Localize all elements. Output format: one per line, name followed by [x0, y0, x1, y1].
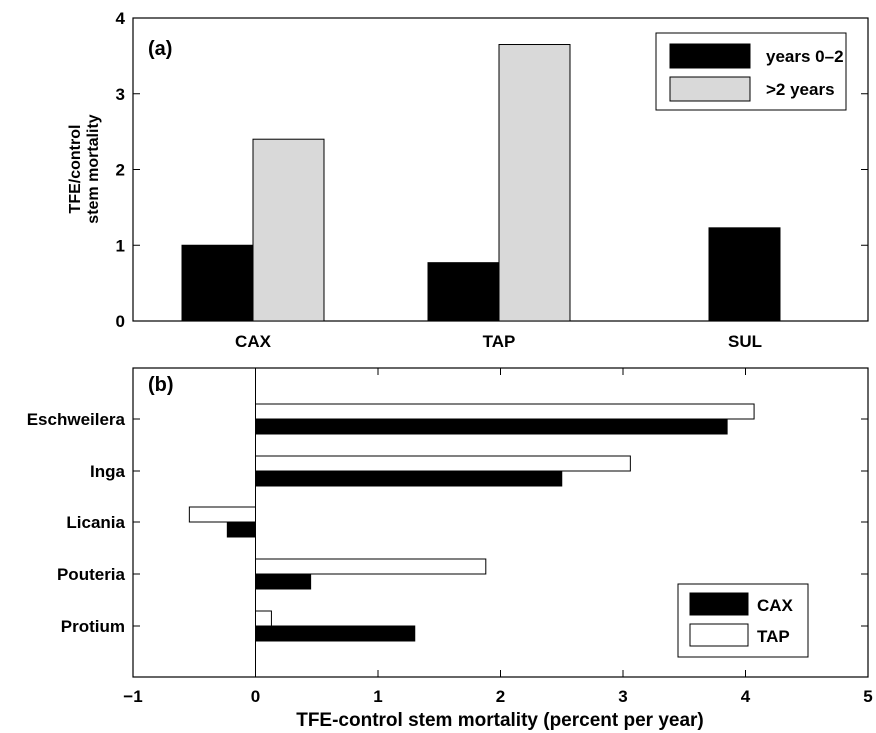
bar-eschweilera-cax: [255, 418, 728, 435]
y-tick-label: 1: [116, 236, 125, 255]
x-tick-label: 1: [373, 687, 382, 706]
x-tick-label: 3: [618, 687, 627, 706]
x-axis-label: TFE-control stem mortality (percent per …: [296, 710, 704, 731]
bar-inga-cax: [255, 470, 563, 487]
x-tick-label: 5: [863, 687, 872, 706]
legend-label: CAX: [757, 596, 794, 615]
panel-b: −1 0 1 2 3 4 5 Eschweilera Inga Licania Pouteria Pr…: [27, 367, 873, 731]
y-axis-label: TFE/controlstem mortality: [67, 114, 102, 223]
y-tick-label: Inga: [90, 462, 125, 481]
legend-label: >2 years: [766, 80, 835, 99]
y-tick-label: 3: [116, 85, 125, 104]
panel-label-a: (a): [148, 38, 172, 60]
y-tick-label: 4: [116, 9, 126, 28]
bar-pouteria-cax: [255, 573, 312, 590]
y-tick-label: Protium: [61, 617, 125, 636]
bar-cax-s1: [252, 138, 325, 322]
x-tick-label: 4: [741, 687, 751, 706]
bar-tap-s1: [498, 44, 571, 322]
legend-swatch: [689, 623, 749, 647]
panel-a: 0 1 2 3 4 CAX TAP SUL (a) TFE/controlstem mortali…: [67, 9, 869, 351]
legend-label: TAP: [757, 627, 790, 646]
legend-label: years 0–2: [766, 47, 844, 66]
x-tick-label: 2: [496, 687, 505, 706]
y-tick-label: 0: [116, 312, 125, 331]
y-tick-label: Eschweilera: [27, 410, 126, 429]
bar-sul-s0: [708, 227, 781, 322]
x-tick-label: CAX: [235, 332, 272, 351]
bar-licania-cax: [226, 521, 256, 538]
y-tick-label: Pouteria: [57, 565, 126, 584]
bar-licania-tap: [188, 506, 257, 523]
x-tick-label: 0: [251, 687, 260, 706]
y-axis-label-line: stem mortality: [85, 114, 102, 223]
bar-tap-s0: [427, 262, 500, 322]
panel-label-b: (b): [148, 374, 174, 396]
y-tick-label: 2: [116, 161, 125, 180]
bar-protium-cax: [255, 625, 416, 642]
y-axis-label-line: TFE/control: [67, 125, 84, 214]
x-tick-label: −1: [123, 687, 142, 706]
bar-cax-s0: [181, 244, 254, 322]
x-tick-label: SUL: [728, 332, 762, 351]
x-tick-label: TAP: [483, 332, 516, 351]
bar-protium-tap: [255, 610, 272, 627]
bar-eschweilera-tap: [255, 403, 755, 420]
legend-swatch: [669, 76, 751, 102]
legend-swatch: [669, 43, 751, 69]
y-tick-label: Licania: [66, 513, 125, 532]
legend-swatch: [689, 592, 749, 616]
bar-pouteria-tap: [255, 558, 487, 575]
bar-inga-tap: [255, 455, 631, 472]
